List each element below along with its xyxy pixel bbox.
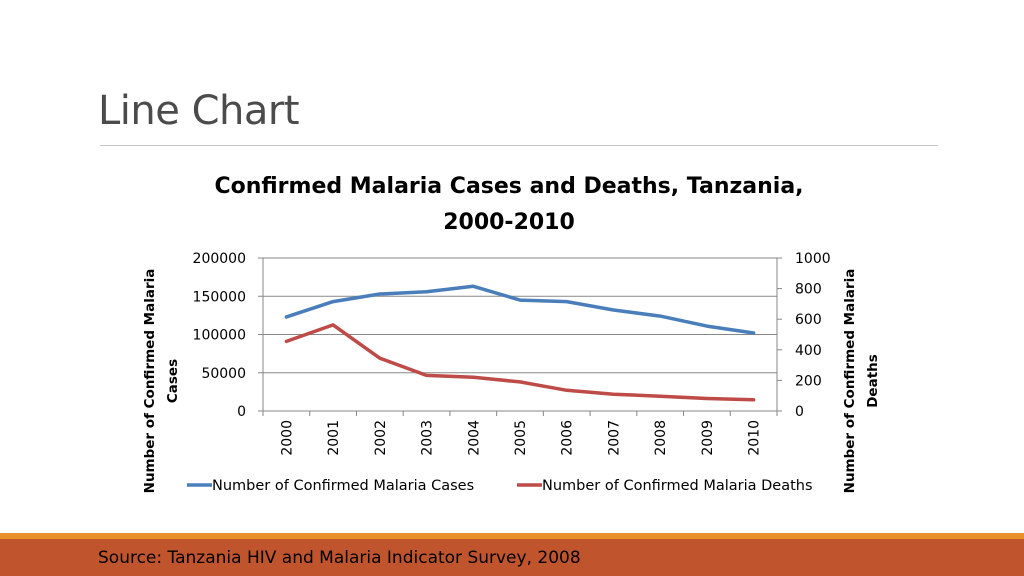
x-tick-label: 2008 [653, 420, 669, 456]
x-tick-label: 2003 [420, 420, 436, 456]
left-tick-label: 200000 [193, 251, 246, 267]
slide-title: Line Chart [98, 88, 300, 134]
series-line-deaths [284, 323, 756, 402]
left-axis-label-line-1: Number of Confirmed Malaria [142, 269, 158, 494]
right-axis-label-line-1: Number of Confirmed Malaria [842, 269, 858, 494]
right-axis-label-line-2: Deaths [865, 354, 881, 408]
left-axis-ticks: 0 50000 100000 150000 200000 [193, 251, 246, 420]
x-axis-ticks: 2000 2001 2002 2003 2004 2005 2006 2007 2008 2009… [279, 420, 762, 456]
right-tick-label: 1000 [795, 251, 831, 267]
left-tick-label: 0 [237, 404, 246, 420]
title-divider [100, 145, 938, 146]
footer-accent-strip [0, 533, 1024, 539]
x-tick-label: 2006 [560, 420, 576, 456]
right-tick-label: 600 [795, 312, 822, 328]
x-tick-label: 2004 [466, 420, 482, 456]
chart-series [284, 284, 756, 402]
x-tick-label: 2005 [513, 420, 529, 456]
footer-bar [0, 539, 1024, 576]
right-tick-label: 0 [795, 404, 804, 420]
x-tick-label: 2002 [373, 420, 389, 456]
x-tick-label: 2009 [700, 420, 716, 456]
right-tick-label: 200 [795, 373, 822, 389]
legend-label-deaths: Number of Confirmed Malaria Deaths [542, 478, 813, 494]
chart-title-line-2: 2000-2010 [443, 210, 575, 235]
x-tick-label: 2010 [747, 420, 763, 456]
right-axis-label: Number of Confirmed Malaria Deaths [842, 269, 881, 494]
right-tick-label: 400 [795, 343, 822, 359]
chart-legend: Number of Confirmed Malaria Cases Number… [187, 478, 813, 494]
left-axis-label: Number of Confirmed Malaria Cases [142, 269, 181, 494]
left-axis-label-line-2: Cases [165, 359, 181, 403]
x-tick-label: 2007 [606, 420, 622, 456]
left-tick-label: 50000 [201, 366, 246, 382]
x-tick-label: 2000 [279, 420, 295, 456]
left-tick-label: 150000 [193, 289, 246, 305]
x-tick-label: 2001 [326, 420, 342, 456]
source-note: Source: Tanzania HIV and Malaria Indicat… [98, 548, 581, 568]
right-tick-label: 800 [795, 282, 822, 298]
left-tick-label: 100000 [193, 328, 246, 344]
chart-title-line-1: Confirmed Malaria Cases and Deaths, Tanz… [214, 174, 803, 199]
chart-axes [258, 257, 782, 416]
right-axis-ticks: 0 200 400 600 800 1000 [795, 251, 831, 420]
legend-label-cases: Number of Confirmed Malaria Cases [212, 478, 474, 494]
series-line-cases [284, 284, 756, 335]
